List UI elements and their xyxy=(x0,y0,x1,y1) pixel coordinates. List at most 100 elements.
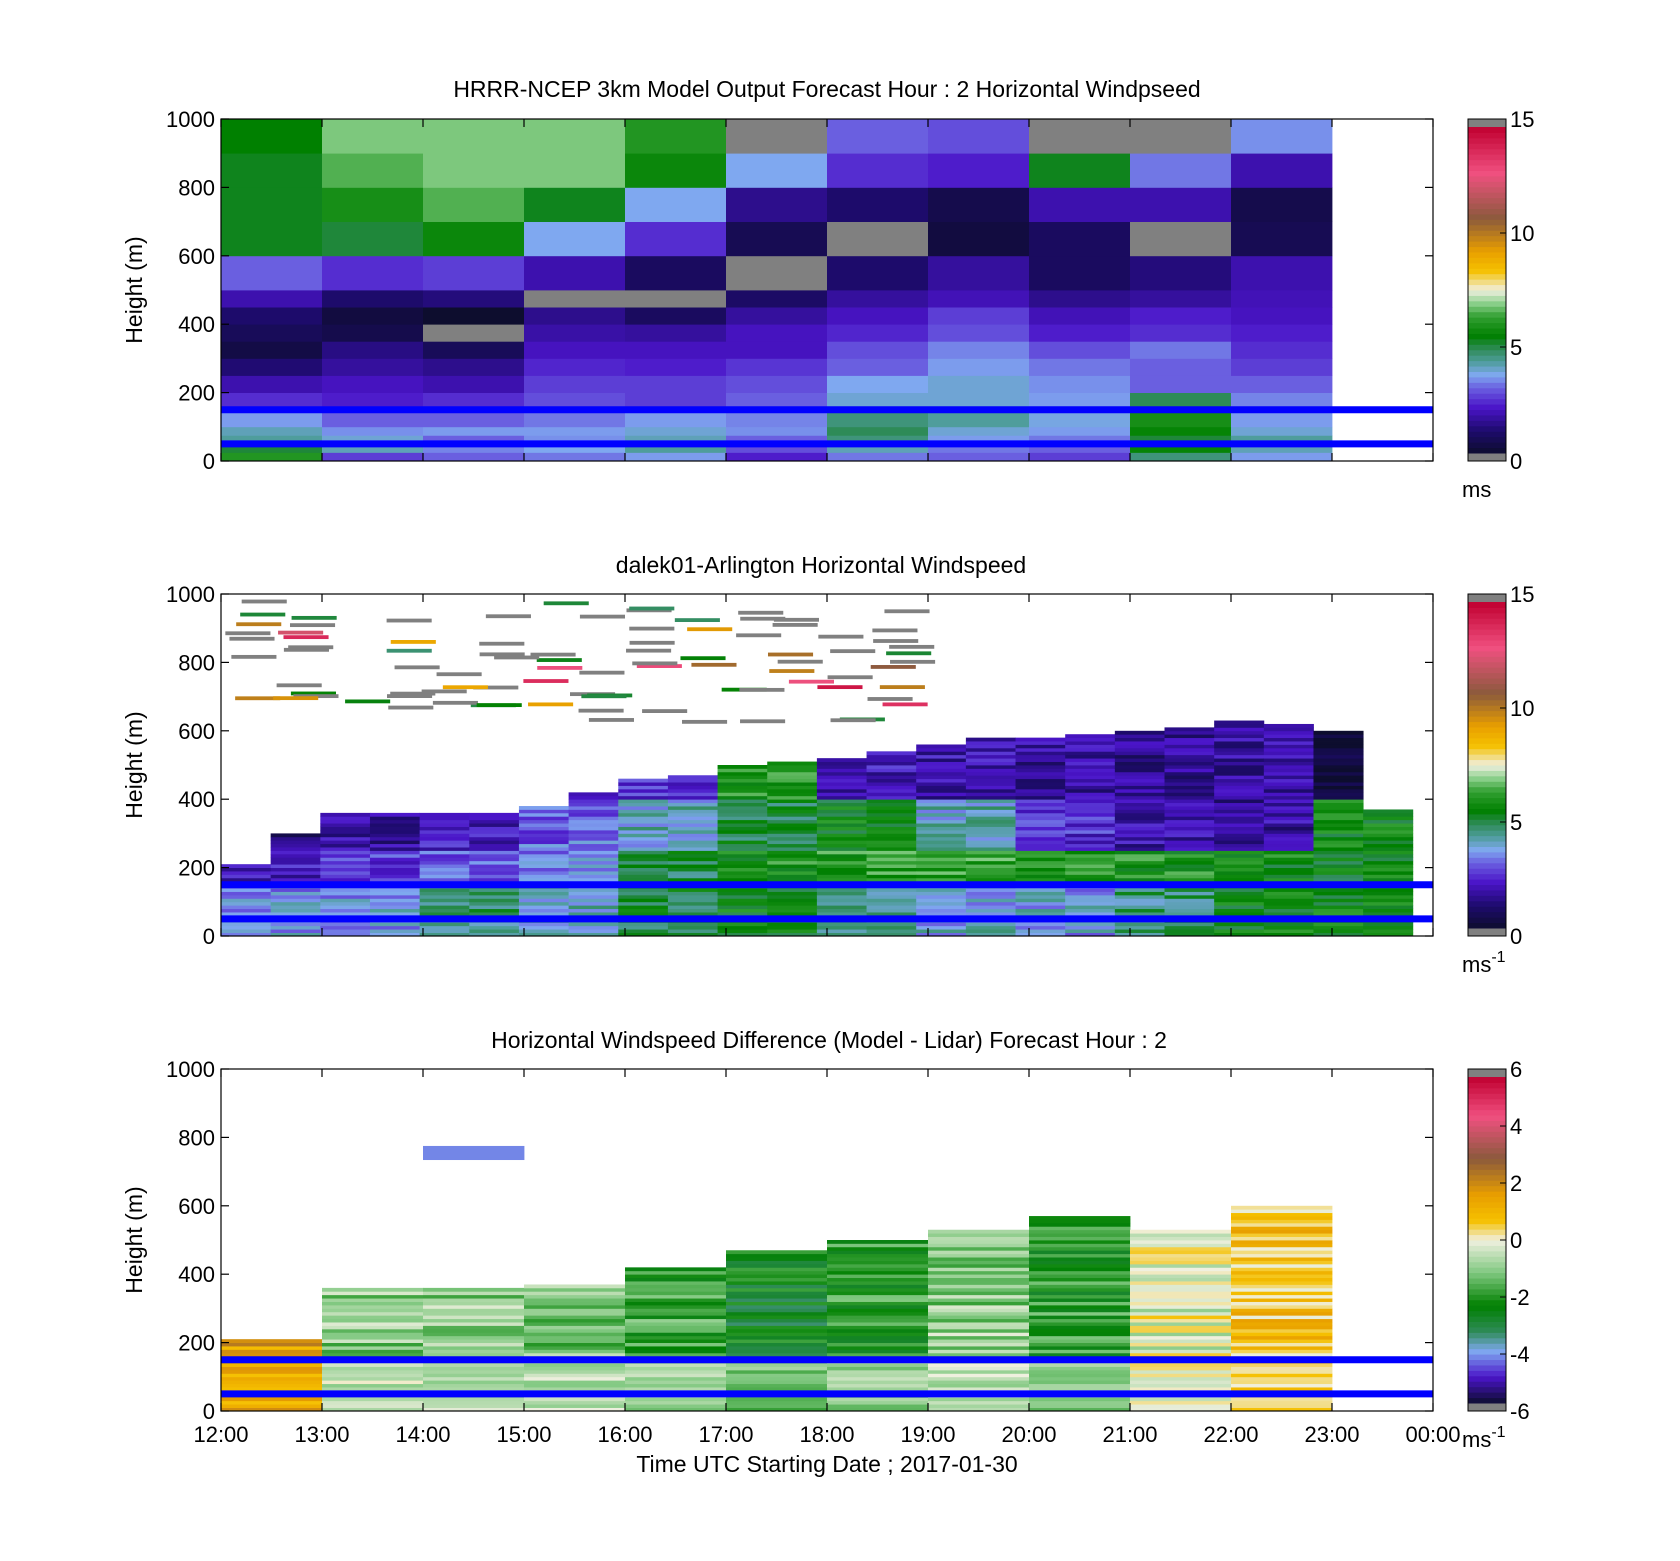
heatmap-cell xyxy=(1313,737,1364,742)
heatmap-cell xyxy=(1231,1287,1333,1292)
heatmap-cell xyxy=(1214,723,1265,728)
heatmap-cell xyxy=(726,324,828,342)
y-tick-label: 1000 xyxy=(166,107,215,132)
heatmap-cell xyxy=(965,802,1016,807)
heatmap-cell xyxy=(1164,737,1215,742)
heatmap-cell xyxy=(625,255,727,291)
heatmap-cell xyxy=(1130,1328,1232,1333)
heatmap-cell xyxy=(524,443,626,453)
heatmap-cell xyxy=(1065,874,1116,879)
heatmap-cell xyxy=(1164,751,1215,756)
heatmap-cell xyxy=(1263,823,1314,827)
heatmap-cell xyxy=(1114,823,1165,827)
heatmap-cell xyxy=(524,1294,626,1299)
colorbar-segment xyxy=(1468,208,1506,215)
heatmap-cell xyxy=(667,912,718,916)
heatmap-cell xyxy=(928,1243,1030,1248)
heatmap-cell xyxy=(1114,850,1165,855)
heatmap-cell xyxy=(618,829,669,834)
heatmap-cell xyxy=(767,901,818,906)
heatmap-cell xyxy=(726,1267,828,1272)
y-axis-label: Height (m) xyxy=(121,236,147,343)
heatmap-cell xyxy=(320,925,371,930)
colorbar-segment xyxy=(1468,295,1506,302)
heatmap-cell xyxy=(1015,768,1066,773)
heatmap-cell xyxy=(241,599,287,604)
heatmap-cell xyxy=(827,1294,929,1299)
heatmap-cell xyxy=(1214,857,1265,862)
heatmap-cell xyxy=(1114,847,1165,851)
heatmap-cell xyxy=(1114,871,1165,875)
heatmap-cell xyxy=(928,187,1030,222)
heatmap-cell xyxy=(518,929,570,933)
colorbar-segment xyxy=(1468,300,1506,307)
heatmap-cell xyxy=(1313,847,1364,851)
heatmap-cell xyxy=(625,1363,727,1367)
heatmap-cell xyxy=(568,795,619,800)
heatmap-cell xyxy=(1029,1281,1131,1285)
heatmap-cell xyxy=(270,898,321,903)
heatmap-cell xyxy=(928,1281,1030,1285)
heatmap-cell xyxy=(618,812,669,817)
heatmap-cell xyxy=(726,1407,828,1411)
colorbar-cap xyxy=(1468,1069,1506,1077)
heatmap-cell xyxy=(568,874,619,879)
heatmap-cell xyxy=(369,932,421,936)
heatmap-cell xyxy=(618,874,669,879)
heatmap-cell xyxy=(1231,1380,1333,1385)
heatmap-cell xyxy=(1263,908,1314,913)
heatmap-cell xyxy=(1164,894,1215,899)
heatmap-cell xyxy=(1029,341,1131,359)
heatmap-cell xyxy=(1114,901,1165,906)
colorbar-tick-label: 15 xyxy=(1510,582,1534,607)
heatmap-cell xyxy=(618,871,669,875)
heatmap-cell xyxy=(816,829,867,834)
heatmap-cell xyxy=(1130,1277,1232,1282)
heatmap-cell xyxy=(1164,734,1215,739)
heatmap-cell xyxy=(928,1380,1030,1385)
heatmap-cell xyxy=(518,850,570,855)
heatmap-cell xyxy=(524,1349,626,1354)
y-tick-label: 600 xyxy=(178,719,215,744)
heatmap-cell xyxy=(518,898,570,903)
heatmap-cell xyxy=(916,908,967,913)
heatmap-cell xyxy=(965,768,1016,773)
colorbar-segment xyxy=(1468,851,1506,858)
heatmap-cell xyxy=(1313,833,1364,838)
heatmap-cell xyxy=(524,1363,626,1367)
heatmap-cell xyxy=(270,840,321,845)
heatmap-cell xyxy=(717,788,768,793)
colorbar-segment xyxy=(1468,841,1506,847)
heatmap-cell xyxy=(816,905,867,910)
heatmap-cell xyxy=(518,864,570,868)
heatmap-cell xyxy=(767,785,818,790)
heatmap-cell xyxy=(1263,871,1314,875)
heatmap-cell xyxy=(1214,768,1265,773)
heatmap-cell xyxy=(221,908,272,913)
heatmap-cell xyxy=(419,823,470,827)
heatmap-cell xyxy=(866,864,917,868)
heatmap-cell xyxy=(830,718,876,723)
heatmap-cell xyxy=(1363,898,1414,903)
heatmap-cell xyxy=(1114,894,1165,899)
heatmap-cell xyxy=(1313,758,1364,762)
heatmap-cell xyxy=(1130,1349,1232,1354)
heatmap-cell xyxy=(270,843,321,848)
heatmap-cell xyxy=(767,778,818,783)
heatmap-cell xyxy=(1015,874,1066,879)
colorbar-segment xyxy=(1468,656,1506,663)
heatmap-cell xyxy=(1214,758,1265,762)
heatmap-cell xyxy=(1164,782,1215,786)
heatmap-cell xyxy=(625,358,727,376)
y-tick-label: 400 xyxy=(178,312,215,337)
heatmap-cell xyxy=(816,912,867,916)
heatmap-cell xyxy=(916,894,967,899)
heatmap-cell xyxy=(221,891,272,896)
heatmap-cell xyxy=(1065,785,1116,790)
heatmap-cell xyxy=(1029,1387,1131,1391)
heatmap-cell xyxy=(1164,788,1215,793)
heatmap-cell xyxy=(1363,874,1414,879)
heatmap-cell xyxy=(423,1352,525,1357)
heatmap-cell xyxy=(419,874,470,879)
heatmap-cell xyxy=(1065,809,1116,814)
